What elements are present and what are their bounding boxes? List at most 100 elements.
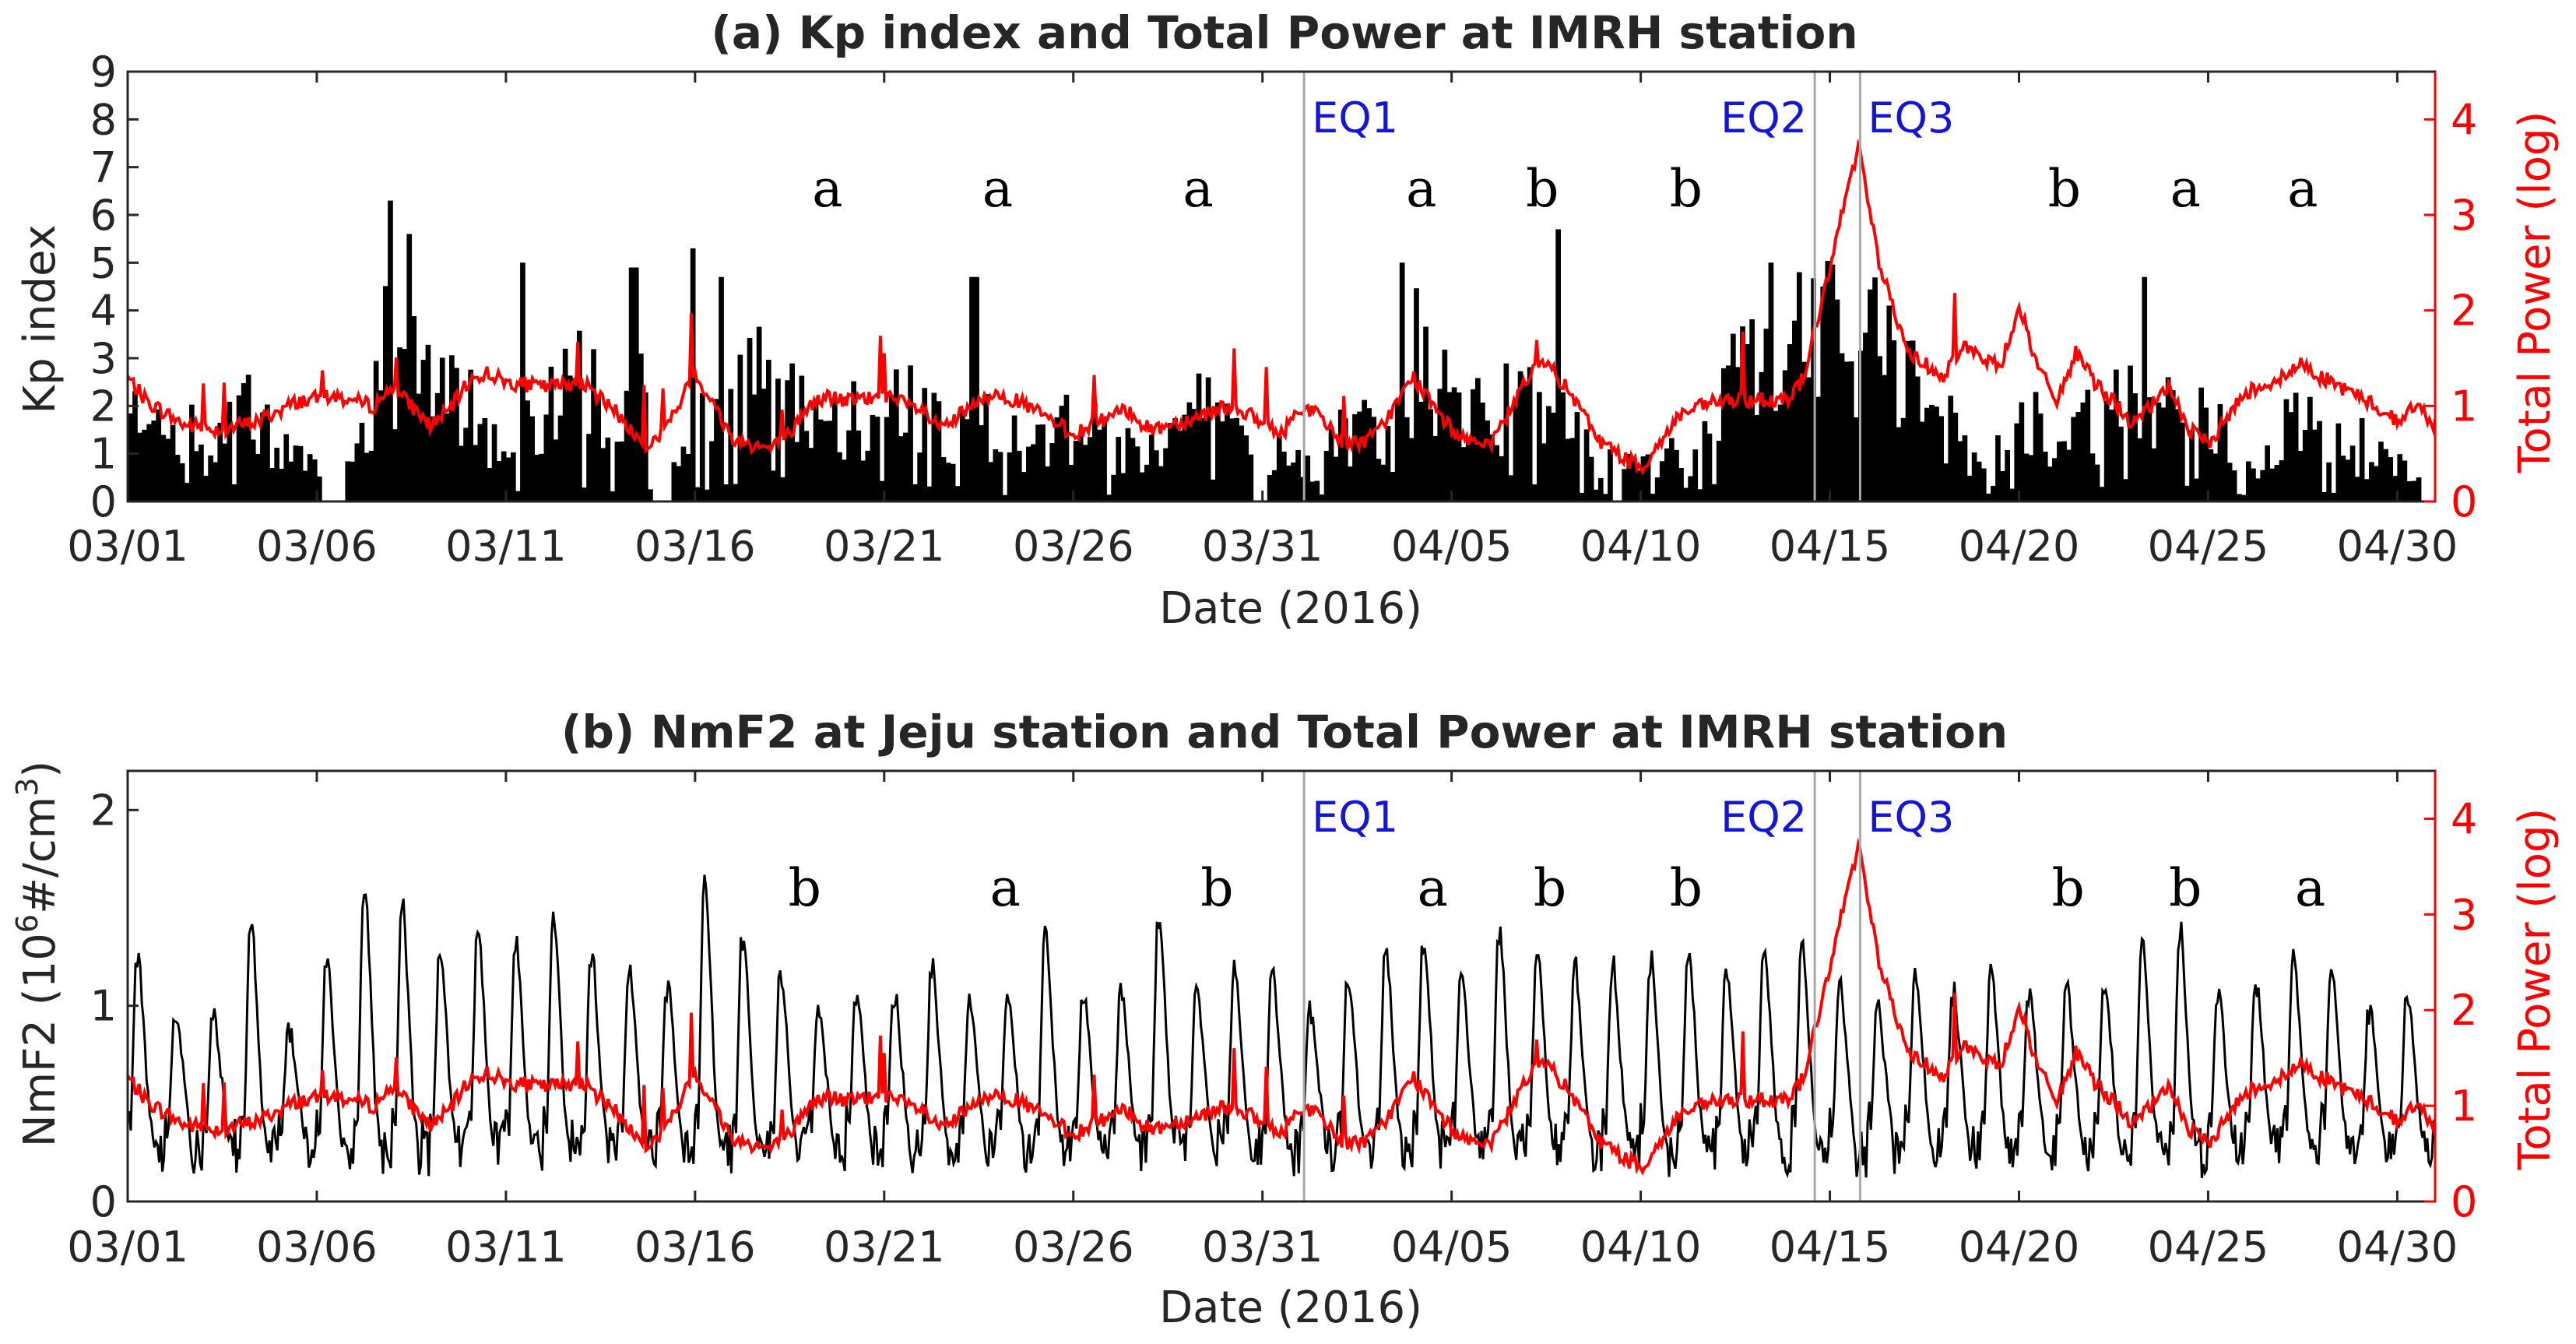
kp-bar [2052, 458, 2058, 501]
kp-bar [1446, 392, 1453, 501]
kp-bar [2042, 452, 2048, 501]
kp-bar [1929, 404, 1935, 501]
kp-bar [1243, 435, 1249, 501]
kp-bar [293, 445, 299, 501]
kp-bar [2340, 456, 2346, 501]
kp-bar [1220, 421, 1225, 501]
y-tick-label: 0 [90, 1177, 117, 1226]
kp-bar [1172, 418, 1178, 501]
kp-bar [199, 444, 204, 501]
kp-bar [1839, 353, 1845, 501]
kp-bar [766, 360, 771, 501]
kp-bar [1843, 361, 1850, 501]
kp-bar [1863, 332, 1868, 501]
kp-bar [2165, 377, 2171, 501]
kp-bar [2194, 478, 2199, 501]
kp-bar [2255, 478, 2261, 501]
kp-bar [227, 402, 233, 501]
kp-bar [2359, 418, 2365, 501]
kp-bar [1886, 305, 1892, 501]
kp-bar [2137, 438, 2143, 501]
kp-bar [1995, 435, 2001, 501]
kp-bar [2123, 479, 2128, 501]
kp-bar [803, 431, 810, 501]
x-tick-label: 03/01 [67, 1223, 188, 1272]
kp-bar [884, 417, 890, 501]
kp-bar [217, 422, 223, 501]
kp-bar [2241, 494, 2247, 501]
kp-bar [1418, 401, 1424, 501]
kp-bar [1640, 456, 1646, 501]
kp-bar [1626, 453, 1632, 501]
kp-bar [245, 375, 251, 501]
kp-bar [368, 450, 374, 501]
kp-bar [1158, 466, 1164, 501]
ylabel-part1: NmF2 (10 [15, 933, 65, 1147]
kp-bar [2094, 464, 2100, 501]
x-tick-label: 04/20 [1959, 1223, 2080, 1272]
kp-bar [614, 442, 620, 501]
kp-bar [2392, 476, 2398, 501]
kp-bar [969, 276, 975, 501]
kp-bar [208, 455, 213, 501]
kp-bar [2114, 369, 2119, 501]
kp-bar [444, 413, 450, 501]
x-tick-label: 03/21 [824, 1223, 945, 1272]
kp-bar [1569, 438, 1576, 501]
kp-bar [1683, 487, 1689, 501]
kp-bar [302, 470, 308, 501]
kp-bar [1205, 377, 1211, 501]
kp-bar [1664, 448, 1670, 501]
kp-bar [1323, 451, 1330, 501]
kp-bar [2085, 389, 2091, 501]
kp-bar [1225, 403, 1230, 501]
kp-bar [1499, 456, 1505, 501]
kp-bar [146, 424, 152, 501]
kp-bar [1333, 456, 1339, 501]
kp-bar [297, 445, 304, 501]
kp-bar [950, 463, 956, 501]
kp-bar [1186, 402, 1193, 501]
event-label-eq1: EQ1 [1312, 793, 1398, 842]
kp-bar [1654, 477, 1661, 501]
kp-bar [2014, 423, 2020, 501]
kp-bar [1385, 426, 1391, 501]
kp-bar [501, 451, 507, 501]
kp-bar [279, 469, 285, 501]
kp-bar [260, 412, 265, 501]
kp-bar [940, 457, 947, 501]
x-tick-label: 03/16 [634, 1223, 756, 1272]
kp-bar [1636, 470, 1642, 501]
kp-bar [1271, 470, 1277, 501]
kp-bar [1688, 476, 1693, 501]
kp-bar [553, 439, 559, 501]
kp-bar [2331, 492, 2337, 501]
kp-bar [1021, 472, 1027, 501]
period-annotation: b [1526, 159, 1559, 219]
kp-bar [288, 461, 294, 501]
kp-bar [846, 430, 852, 501]
kp-bar [2047, 466, 2053, 501]
y2-tick-label: 4 [2451, 794, 2477, 843]
kp-bar [2222, 420, 2228, 501]
kp-bar [2416, 477, 2422, 501]
kp-bar [557, 415, 564, 501]
kp-bar [1952, 413, 1959, 501]
event-label-eq2: EQ2 [1720, 793, 1807, 842]
kp-bar [2005, 450, 2010, 501]
kp-bar [439, 357, 445, 501]
kp-bar [822, 420, 828, 501]
kp-bar [1077, 433, 1084, 501]
kp-bar [2170, 390, 2176, 501]
kp-bar [1291, 463, 1296, 501]
event-label-eq3: EQ3 [1868, 93, 1954, 142]
kp-bar [851, 381, 856, 501]
y-tick-label: 4 [90, 287, 117, 336]
kp-bar [2283, 399, 2290, 501]
kp-bar [912, 484, 918, 501]
kp-bar [2160, 407, 2167, 501]
kp-bar [742, 444, 748, 501]
kp-bar [1991, 485, 1996, 501]
kp-bar [1059, 406, 1065, 501]
kp-bar [1920, 421, 1925, 501]
